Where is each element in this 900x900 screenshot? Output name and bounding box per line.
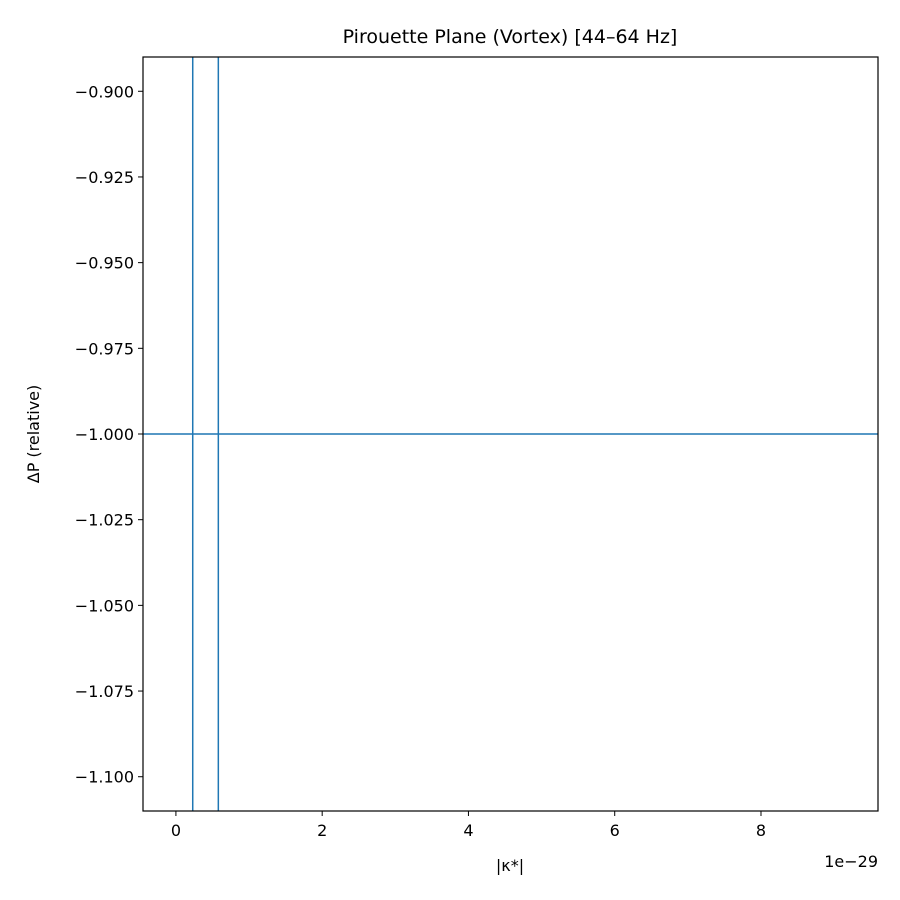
x-tick-label: 4 bbox=[463, 821, 473, 840]
plot-area: 0 2 4 6 8 −0.900 −0.925 −0.950 −0.975 −1.000 −1.02… bbox=[75, 56, 879, 840]
y-tick-label: −1.000 bbox=[75, 425, 134, 444]
y-tick-label: −1.025 bbox=[75, 511, 134, 530]
y-tick-label: −0.950 bbox=[75, 254, 134, 273]
y-tick-label: −1.100 bbox=[75, 768, 134, 787]
y-tick-label: −0.975 bbox=[75, 339, 134, 358]
x-tick-label: 8 bbox=[756, 821, 766, 840]
y-tick-label: −1.075 bbox=[75, 682, 134, 701]
x-tick-label: 0 bbox=[171, 821, 181, 840]
x-tick-label: 2 bbox=[317, 821, 327, 840]
y-tick-label: −1.050 bbox=[75, 596, 134, 615]
x-axis-label: |κ*| bbox=[496, 856, 524, 875]
y-axis-label: ΔP (relative) bbox=[24, 385, 43, 484]
x-tick-label: 6 bbox=[610, 821, 620, 840]
x-axis-offset-label: 1e−29 bbox=[824, 852, 878, 871]
chart-title: Pirouette Plane (Vortex) [44–64 Hz] bbox=[343, 26, 678, 48]
y-tick-label: −0.900 bbox=[75, 82, 134, 101]
y-tick-label: −0.925 bbox=[75, 168, 134, 187]
